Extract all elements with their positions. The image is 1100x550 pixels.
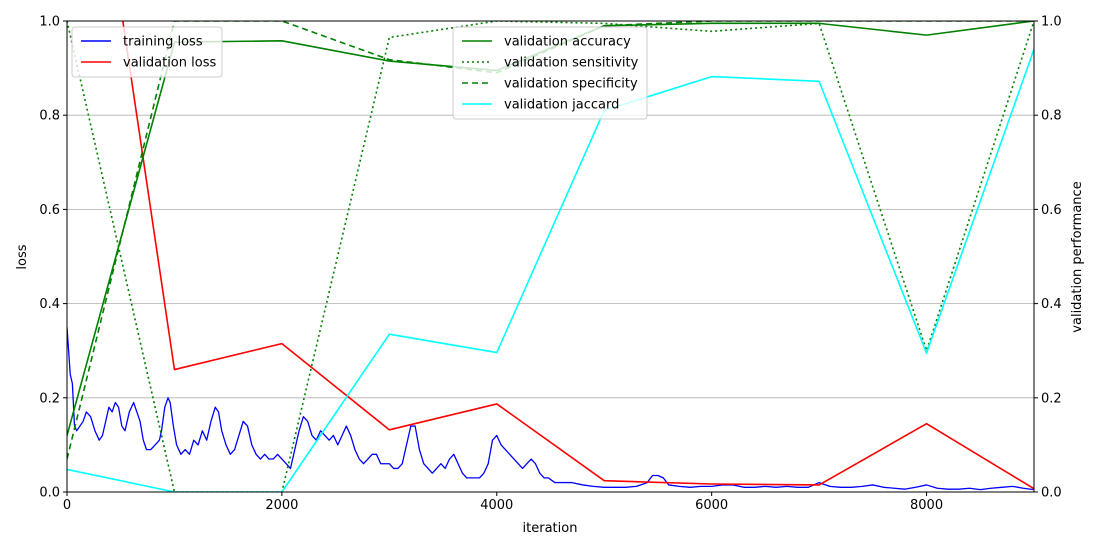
x-tick-label: 6000 [695,498,728,513]
series-line-validation-loss [122,21,1034,490]
y-left-tick-label: 0.0 [39,486,60,501]
y-left-tick-label: 0.2 [39,391,60,406]
legend-label: training loss [123,35,203,50]
y-right-tick-label: 0.4 [1041,297,1062,312]
y-axis-right-title: validation performance [1070,181,1085,332]
x-tick-label: 2000 [265,498,298,513]
series-line-validation-jaccard [67,48,1034,492]
y-left-tick-label: 1.0 [39,15,60,30]
y-right-tick-label: 0.0 [1041,486,1062,501]
x-tick-label: 4000 [480,498,513,513]
x-tick-label: 8000 [910,498,943,513]
legend-label: validation loss [123,56,216,71]
series-line-validation-sensitivity [67,21,1034,492]
legend-left: training loss validation loss [71,26,223,78]
legend-box [71,26,223,78]
y-right-tick-label: 0.8 [1041,109,1062,124]
y-left-tick-label: 0.8 [39,109,60,124]
x-axis-title: iteration [523,521,578,536]
legend-box [452,26,648,120]
legend-right: validation accuracy validation sensitivit… [452,26,648,120]
plot-frame [66,20,1035,493]
y-right-tick-label: 0.2 [1041,391,1062,406]
legend-label: validation jaccard [504,98,619,113]
ticks: 0 2000 4000 6000 8000 0.0 0.2 0.4 0.6 0.8 1.0 0.0 0.… [39,15,1061,514]
y-right-tick-label: 1.0 [1041,15,1062,30]
x-tick-label: 0 [63,498,71,513]
y-left-tick-label: 0.6 [39,203,60,218]
legend-label: validation sensitivity [504,56,639,71]
y-axis-left-title: loss [15,244,30,269]
legend-label: validation accuracy [504,35,631,50]
legend-label: validation specificity [504,77,638,92]
y-right-tick-label: 0.6 [1041,203,1062,218]
y-left-tick-label: 0.4 [39,297,60,312]
